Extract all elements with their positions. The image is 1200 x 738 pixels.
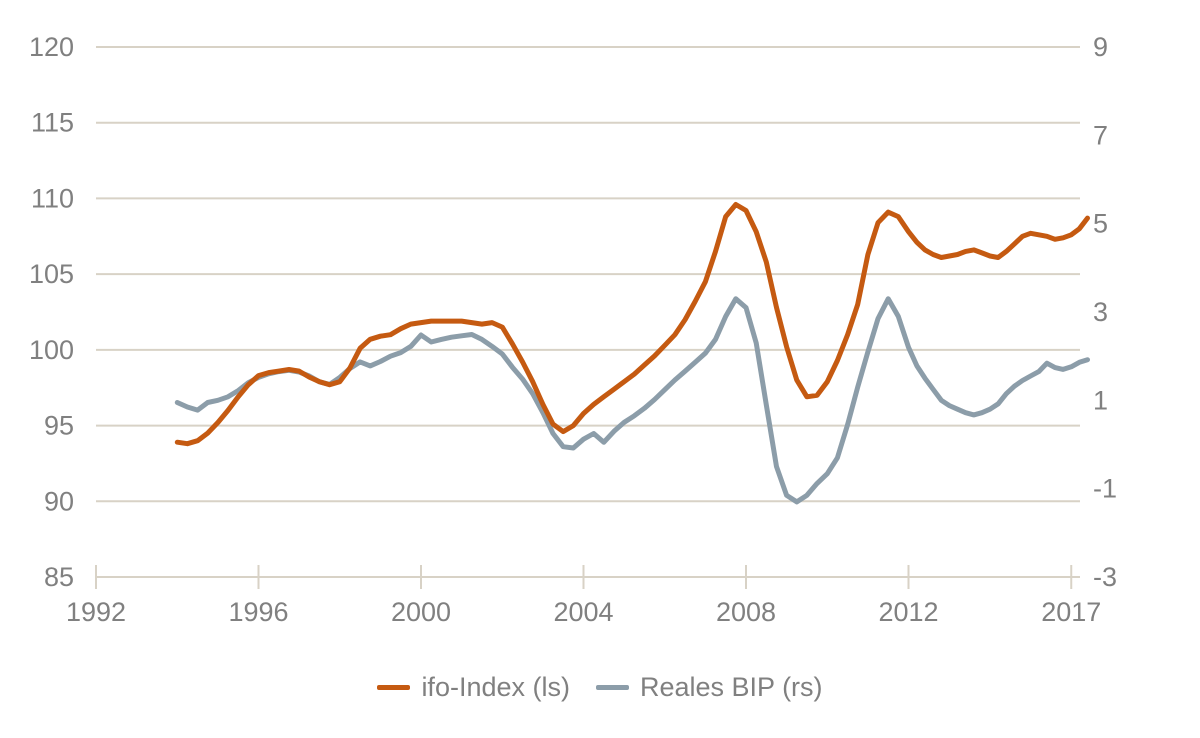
x-tick-label: 1996: [228, 597, 288, 627]
bip-legend-label: Reales BIP (rs): [639, 672, 823, 702]
ifo-legend-label: ifo-Index (ls): [421, 672, 570, 702]
x-tick-label: 2008: [716, 597, 776, 627]
y-left-tick-label: 85: [44, 562, 74, 592]
y-right-tick-label: -1: [1093, 474, 1117, 504]
y-left-tick-label: 120: [29, 32, 74, 62]
gridlines: [96, 46, 1080, 503]
legend-item-ifo: ifo-Index (ls): [377, 672, 570, 703]
y-left-tick-label: 95: [44, 411, 74, 441]
x-tick-label: 2017: [1041, 597, 1101, 627]
reales-bip-line: [174, 296, 1090, 505]
y-right-tick-label: 5: [1093, 209, 1108, 239]
y-axis-right-labels: 9 7 5 3 1 -1 -3: [1093, 32, 1117, 592]
ifo-legend-dash-icon: [377, 685, 411, 690]
legend: ifo-Index (ls) Reales BIP (rs): [0, 672, 1200, 703]
x-tick-label: 2004: [553, 597, 613, 627]
x-axis-labels: 1992 1996 2000 2004 2008 2012 2017: [66, 597, 1101, 627]
x-tick-label: 2000: [391, 597, 451, 627]
y-left-tick-label: 105: [29, 259, 74, 289]
legend-item-bip: Reales BIP (rs): [595, 672, 823, 703]
ifo-index-line: [174, 202, 1090, 447]
y-right-tick-label: 3: [1093, 297, 1108, 327]
y-left-tick-label: 100: [29, 335, 74, 365]
y-left-tick-label: 90: [44, 486, 74, 516]
x-axis: [95, 565, 1080, 589]
y-right-tick-label: 7: [1093, 120, 1108, 150]
x-tick-label: 1992: [66, 597, 126, 627]
bip-legend-dash-icon: [595, 685, 629, 690]
y-right-tick-label: 1: [1093, 385, 1108, 415]
x-tick-label: 2012: [878, 597, 938, 627]
y-axis-left-labels: 120 115 110 105 100 95 90 85: [29, 32, 74, 592]
y-left-tick-label: 115: [31, 108, 74, 138]
y-right-tick-label: 9: [1093, 32, 1108, 62]
y-right-tick-label: -3: [1093, 562, 1117, 592]
y-left-tick-label: 110: [31, 183, 74, 213]
